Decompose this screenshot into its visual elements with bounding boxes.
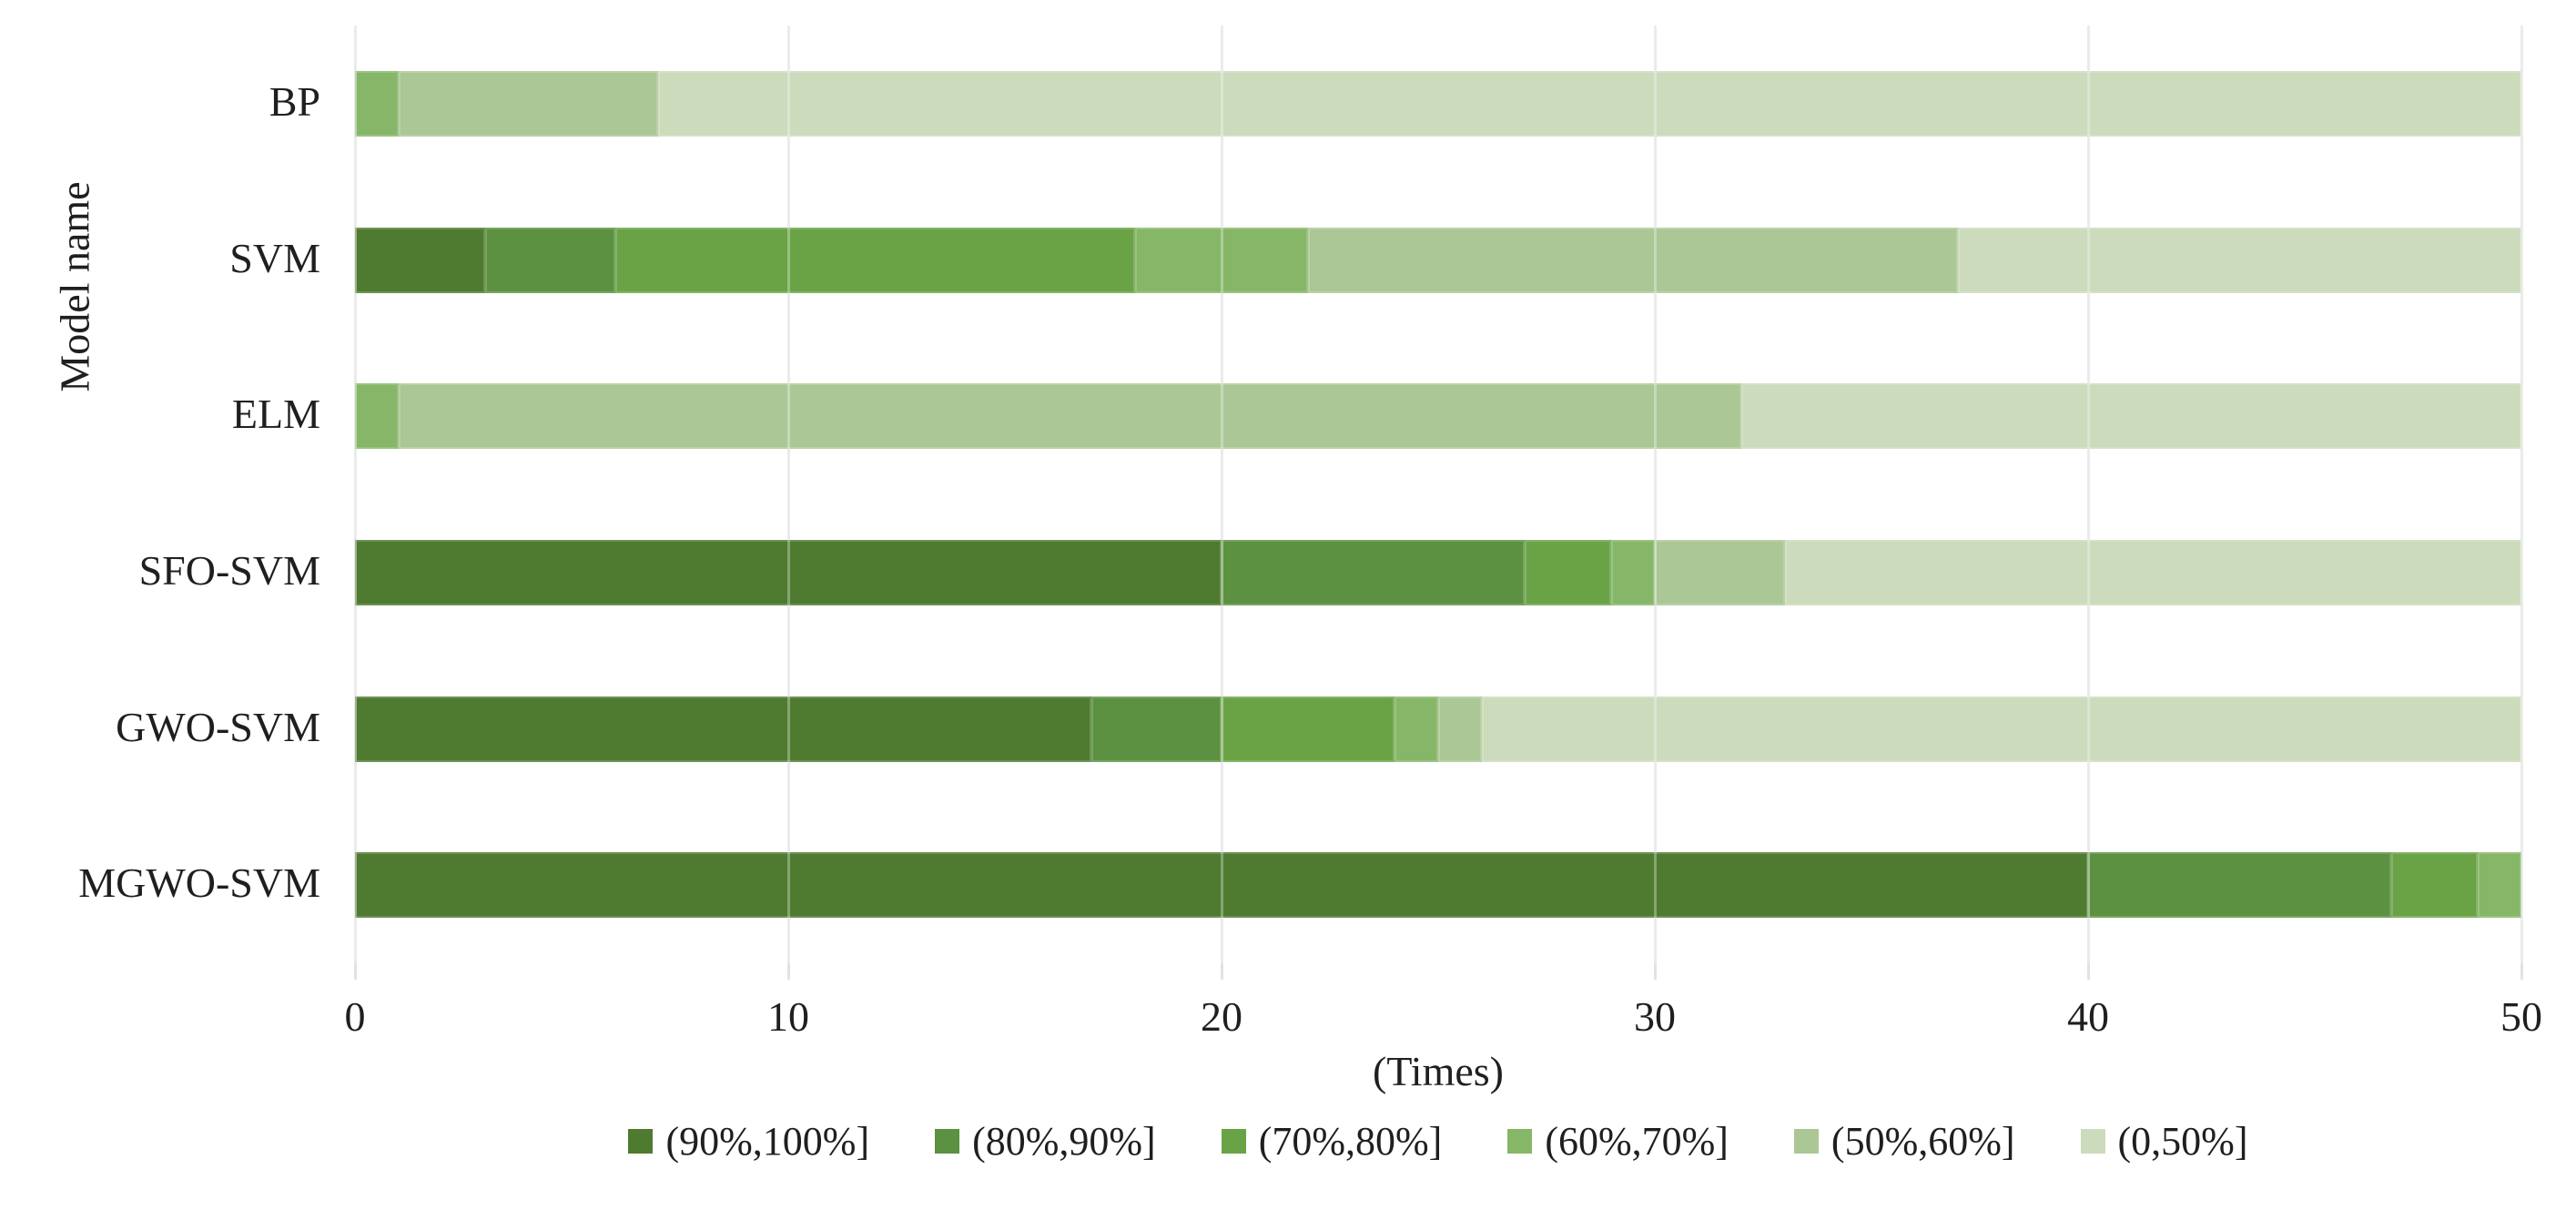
bar-segment <box>355 696 1092 762</box>
legend-item: (0,50%] <box>2080 1118 2248 1164</box>
gridline-overlay <box>353 25 357 963</box>
gridline-overlay <box>1220 25 1223 963</box>
legend-label: (90%,100%] <box>665 1119 870 1164</box>
bar-segment <box>1394 696 1438 762</box>
legend-label: (60%,70%] <box>1545 1119 1729 1164</box>
x-tick-label: 20 <box>1201 993 1242 1040</box>
x-tick-label: 40 <box>2067 993 2109 1040</box>
legend-swatch <box>1221 1129 1246 1154</box>
bar-segment <box>398 383 1742 450</box>
bar-segment <box>1134 227 1309 293</box>
gridline-overlay <box>1653 25 1657 963</box>
bar-segment <box>1611 539 1655 605</box>
legend-label: (0,50%] <box>2117 1119 2248 1164</box>
bar-segment <box>355 539 1222 605</box>
bar-segment <box>1308 227 1959 293</box>
x-tick-label: 10 <box>767 993 809 1040</box>
bar-row <box>355 852 2521 919</box>
bar-segment <box>1654 539 1785 605</box>
gridline <box>353 25 357 980</box>
gridline <box>1220 25 1223 980</box>
category-label: BP <box>269 77 320 125</box>
bar-segment <box>1437 696 1482 762</box>
bar-segment <box>1481 696 2521 762</box>
legend-label: (50%,60%] <box>1831 1119 2015 1164</box>
bar-segment <box>355 70 399 137</box>
x-tick-label: 50 <box>2500 993 2542 1040</box>
gridline-overlay <box>2520 25 2523 963</box>
category-label: GWO-SVM <box>116 703 320 750</box>
bar-segment <box>484 227 615 293</box>
bar-segment <box>1784 539 2521 605</box>
gridline-overlay <box>2086 25 2090 963</box>
bar-segment <box>355 383 399 450</box>
bar-segment <box>1958 227 2521 293</box>
legend-item: (50%,60%] <box>1793 1118 2015 1164</box>
bar-segment <box>398 70 659 137</box>
x-tick-label: 0 <box>344 993 366 1040</box>
legend-swatch <box>935 1129 960 1154</box>
x-axis-title: (Times) <box>1373 1048 1504 1094</box>
gridline-overlay <box>786 25 790 963</box>
bar-row <box>355 539 2521 605</box>
bar-segment <box>614 227 1135 293</box>
legend-item: (60%,70%] <box>1507 1118 1729 1164</box>
gridline <box>786 25 790 980</box>
category-label: SFO-SVM <box>138 546 320 594</box>
legend-swatch <box>1507 1129 1533 1154</box>
gridline <box>2086 25 2090 980</box>
bar-segment <box>1221 696 1395 762</box>
category-label: MGWO-SVM <box>78 859 320 907</box>
bar-segment <box>2478 852 2521 919</box>
legend-item: (70%,80%] <box>1221 1118 1443 1164</box>
bar-segment <box>355 852 2088 919</box>
bar-segment <box>2391 852 2479 919</box>
bar-segment <box>1525 539 1612 605</box>
bar-row <box>355 383 2521 450</box>
gridline <box>1653 25 1657 980</box>
bar-row <box>355 70 2521 137</box>
bar-row <box>355 696 2521 762</box>
legend-swatch <box>2080 1129 2105 1154</box>
bar-segment <box>355 227 485 293</box>
chart-legend: (90%,100%] (80%,90%] (70%,80%] (60%,70%] (50… <box>355 1118 2521 1164</box>
gridline <box>2520 25 2523 980</box>
legend-swatch <box>628 1129 654 1154</box>
bar-segment <box>1222 539 1526 605</box>
bar-segment <box>658 70 2521 137</box>
legend-item: (90%,100%] <box>628 1118 869 1164</box>
y-axis-title: Model name <box>51 181 98 392</box>
bar-segment <box>1091 696 1222 762</box>
bar-row <box>355 227 2521 293</box>
legend-label: (70%,80%] <box>1258 1119 1443 1164</box>
bar-segment <box>1741 383 2521 450</box>
bar-segment <box>2088 852 2392 919</box>
x-tick-label: 30 <box>1634 993 1676 1040</box>
category-label: SVM <box>229 234 320 281</box>
legend-swatch <box>1793 1129 1819 1154</box>
legend-item: (80%,90%] <box>935 1118 1156 1164</box>
category-label: ELM <box>231 391 320 438</box>
legend-label: (80%,90%] <box>972 1119 1156 1164</box>
